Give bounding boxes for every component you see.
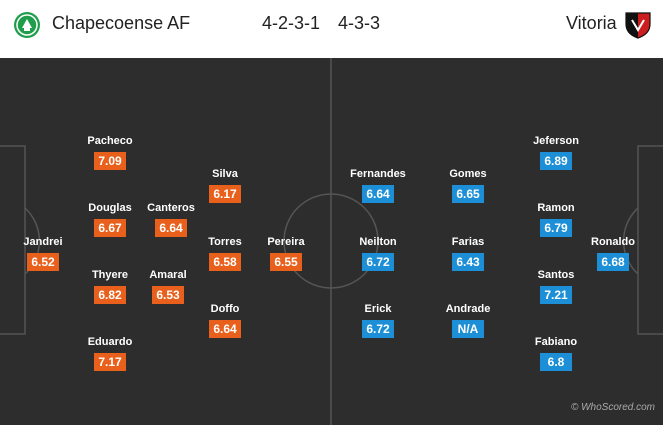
away-player-gomes[interactable]: Gomes 6.65 — [436, 168, 500, 203]
player-name: Ronaldo — [591, 236, 635, 248]
player-rating: 6.64 — [362, 185, 394, 203]
player-name: Canteros — [147, 202, 195, 214]
player-rating: 6.17 — [209, 185, 241, 203]
player-name: Fernandes — [350, 168, 406, 180]
home-player-silva[interactable]: Silva 6.17 — [197, 168, 253, 203]
away-player-andrade[interactable]: Andrade N/A — [436, 303, 500, 338]
player-rating: 6.8 — [540, 353, 572, 371]
player-rating: 6.89 — [540, 152, 572, 170]
away-player-neilton[interactable]: Neilton 6.72 — [348, 236, 408, 271]
player-rating: 6.72 — [362, 253, 394, 271]
player-rating: 7.21 — [540, 286, 572, 304]
player-rating: 6.58 — [209, 253, 241, 271]
home-player-jandrei[interactable]: Jandrei 6.52 — [21, 236, 65, 271]
away-team-name[interactable]: Vitoria — [566, 13, 617, 33]
away-player-farias[interactable]: Farias 6.43 — [436, 236, 500, 271]
home-formation: 4-2-3-1 — [262, 13, 321, 33]
away-player-fabiano[interactable]: Fabiano 6.8 — [524, 336, 588, 371]
home-team-name[interactable]: Chapecoense AF — [52, 13, 191, 33]
player-rating: 6.53 — [152, 286, 184, 304]
player-rating: 6.68 — [597, 253, 629, 271]
player-name: Fabiano — [534, 336, 578, 348]
player-rating: 6.64 — [209, 320, 241, 338]
home-player-torres[interactable]: Torres 6.58 — [197, 236, 253, 271]
player-name: Thyere — [91, 269, 129, 281]
player-name: Santos — [537, 269, 575, 281]
player-name: Jandrei — [23, 236, 63, 248]
player-name: Eduardo — [87, 336, 133, 348]
player-rating: 6.82 — [94, 286, 126, 304]
away-player-jeferson[interactable]: Jeferson 6.89 — [524, 135, 588, 170]
player-name: Farias — [451, 236, 485, 248]
player-rating: 6.64 — [155, 219, 187, 237]
player-rating: 6.52 — [27, 253, 59, 271]
player-name: Pacheco — [87, 135, 133, 147]
player-name: Doffo — [210, 303, 240, 315]
player-rating: N/A — [452, 320, 484, 338]
player-rating: 7.17 — [94, 353, 126, 371]
player-rating: 6.43 — [452, 253, 484, 271]
vitoria-crest-icon — [625, 12, 651, 39]
pitch-markings — [0, 58, 663, 425]
home-player-canteros[interactable]: Canteros 6.64 — [142, 202, 200, 237]
player-name: Erick — [364, 303, 392, 315]
chapecoense-crest-icon — [14, 12, 40, 38]
away-player-ramon[interactable]: Ramon 6.79 — [524, 202, 588, 237]
away-player-santos[interactable]: Santos 7.21 — [524, 269, 588, 304]
away-formation: 4-3-3 — [338, 13, 381, 33]
away-player-fernandes[interactable]: Fernandes 6.64 — [340, 168, 416, 203]
player-rating: 6.72 — [362, 320, 394, 338]
match-header: Chapecoense AF 4-2-3-1 4-3-3 Vitoria — [0, 0, 663, 52]
player-name: Douglas — [88, 202, 132, 214]
pitch: Jandrei 6.52 Pacheco 7.09 Douglas 6.67 T… — [0, 58, 663, 425]
player-name: Neilton — [359, 236, 397, 248]
away-player-erick[interactable]: Erick 6.72 — [348, 303, 408, 338]
player-rating: 6.79 — [540, 219, 572, 237]
home-player-douglas[interactable]: Douglas 6.67 — [81, 202, 139, 237]
home-player-eduardo[interactable]: Eduardo 7.17 — [81, 336, 139, 371]
home-player-amaral[interactable]: Amaral 6.53 — [139, 269, 197, 304]
player-name: Gomes — [449, 168, 487, 180]
player-rating: 6.65 — [452, 185, 484, 203]
home-player-doffo[interactable]: Doffo 6.64 — [197, 303, 253, 338]
player-name: Torres — [208, 236, 242, 248]
player-name: Andrade — [445, 303, 491, 315]
player-rating: 7.09 — [94, 152, 126, 170]
player-name: Jeferson — [533, 135, 579, 147]
home-player-pereira[interactable]: Pereira 6.55 — [258, 236, 314, 271]
player-rating: 6.55 — [270, 253, 302, 271]
home-player-thyere[interactable]: Thyere 6.82 — [81, 269, 139, 304]
player-rating: 6.67 — [94, 219, 126, 237]
player-name: Amaral — [149, 269, 187, 281]
player-name: Silva — [212, 168, 238, 180]
away-player-ronaldo[interactable]: Ronaldo 6.68 — [585, 236, 641, 271]
whoscored-credit: © WhoScored.com — [570, 402, 655, 413]
player-name: Pereira — [267, 236, 305, 248]
player-name: Ramon — [537, 202, 575, 214]
home-player-pacheco[interactable]: Pacheco 7.09 — [81, 135, 139, 170]
